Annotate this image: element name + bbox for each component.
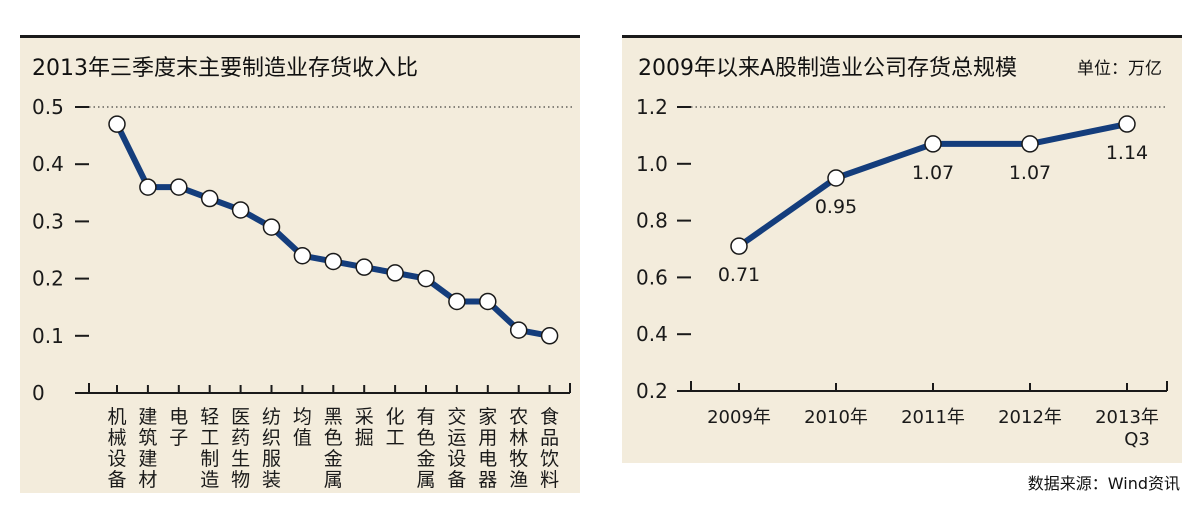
left-x-tick-label: 纺织服装 bbox=[262, 406, 281, 491]
left-data-point bbox=[355, 258, 373, 276]
left-y-tick-label: 0.1 bbox=[32, 324, 64, 348]
right-x-tick-label: 2011年 bbox=[901, 407, 965, 428]
left-x-tick-label: 有色金属 bbox=[416, 406, 435, 491]
left-data-point bbox=[293, 246, 312, 265]
right-chart-title: 2009年以来A股制造业公司存货总规模 bbox=[638, 56, 1018, 81]
right-y-tick-label: 0.4 bbox=[636, 322, 668, 346]
right-y-tick-label: 0.6 bbox=[636, 265, 668, 289]
right-data-point bbox=[924, 135, 942, 153]
right-data-label: 1.07 bbox=[912, 162, 954, 184]
right-data-label: 1.07 bbox=[1009, 162, 1051, 184]
right-y-tick-label: 1.0 bbox=[636, 152, 668, 176]
left-x-tick-label: 电子 bbox=[169, 406, 188, 449]
left-data-point bbox=[540, 327, 559, 345]
left-x-tick-label: 黑色金属 bbox=[324, 406, 343, 491]
right-data-point bbox=[1118, 115, 1136, 133]
left-chart-title: 2013年三季度末主要制造业存货收入比 bbox=[32, 56, 418, 81]
left-x-tick-label: 采掘 bbox=[355, 406, 374, 449]
right-chart-panel: 2009年以来A股制造业公司存货总规模 单位：万亿 0.2 0.4 0.6 0.8 1.… bbox=[622, 35, 1182, 463]
left-y-tick-label: 0 bbox=[32, 381, 45, 405]
source-note: 数据来源：Wind资讯 bbox=[1027, 474, 1180, 493]
left-data-point bbox=[509, 321, 528, 339]
left-data-point bbox=[262, 218, 281, 236]
left-line-chart: 0 0.1 0.2 0.3 0.4 0.5 机械设备建筑建材电子轻工制造医药生物纺织服装均值… bbox=[32, 95, 572, 491]
right-x-tick-label: 2010年 bbox=[804, 407, 868, 428]
right-x-tick-label: 2012年 bbox=[998, 407, 1062, 428]
left-x-tick-label: 建筑建材 bbox=[138, 406, 157, 491]
right-x-tick-label: 2009年 bbox=[707, 407, 771, 428]
left-x-tick-label: 化工 bbox=[386, 406, 405, 449]
left-chart-panel: 2013年三季度末主要制造业存货收入比 0 0.1 0.2 0.3 0.4 0.5 机械设备… bbox=[20, 35, 580, 493]
left-x-tick-label: 轻工制造 bbox=[200, 406, 219, 491]
left-y-tick-label: 0.3 bbox=[32, 209, 64, 233]
left-x-tick-label: 医药生物 bbox=[231, 406, 250, 491]
left-data-point bbox=[417, 269, 435, 288]
right-y-tick-label: 0.2 bbox=[636, 379, 668, 403]
right-data-point bbox=[827, 169, 845, 187]
right-x-tick-label: 2013年 Q3 bbox=[1095, 407, 1159, 450]
left-x-tick-label: 机械设备 bbox=[107, 406, 126, 491]
left-x-tick-label: 食品饮料 bbox=[540, 406, 559, 491]
left-y-tick-label: 0.4 bbox=[32, 152, 64, 176]
left-data-point bbox=[479, 292, 497, 311]
left-x-tick-label: 交运设备 bbox=[447, 406, 466, 491]
right-data-point bbox=[730, 237, 748, 255]
left-data-point bbox=[324, 252, 343, 271]
left-x-tick-label: 农林牧渔 bbox=[509, 406, 528, 491]
left-y-tick-label: 0.2 bbox=[32, 267, 64, 291]
left-data-point bbox=[386, 264, 404, 282]
right-data-label: 1.14 bbox=[1106, 142, 1148, 164]
right-data-label: 0.71 bbox=[718, 264, 760, 286]
right-data-label: 0.95 bbox=[815, 196, 857, 218]
right-y-tick-label: 1.2 bbox=[636, 95, 668, 119]
left-x-tick-label: 均值 bbox=[293, 406, 312, 449]
left-data-point bbox=[108, 115, 126, 133]
right-data-point bbox=[1021, 135, 1039, 153]
right-line-chart: 0.2 0.4 0.6 0.8 1.0 1.2 2009年 2010年 2011年 2012年 20… bbox=[636, 95, 1168, 450]
left-x-tick-label: 家用电器 bbox=[478, 406, 497, 491]
left-y-tick-label: 0.5 bbox=[32, 95, 64, 119]
left-data-point bbox=[448, 292, 466, 311]
left-data-point bbox=[200, 189, 219, 208]
left-data-point bbox=[139, 178, 157, 196]
right-y-tick-label: 0.8 bbox=[636, 209, 668, 233]
left-data-point bbox=[170, 178, 188, 196]
unit-label: 单位：万亿 bbox=[1077, 59, 1162, 79]
left-data-point bbox=[231, 201, 250, 219]
